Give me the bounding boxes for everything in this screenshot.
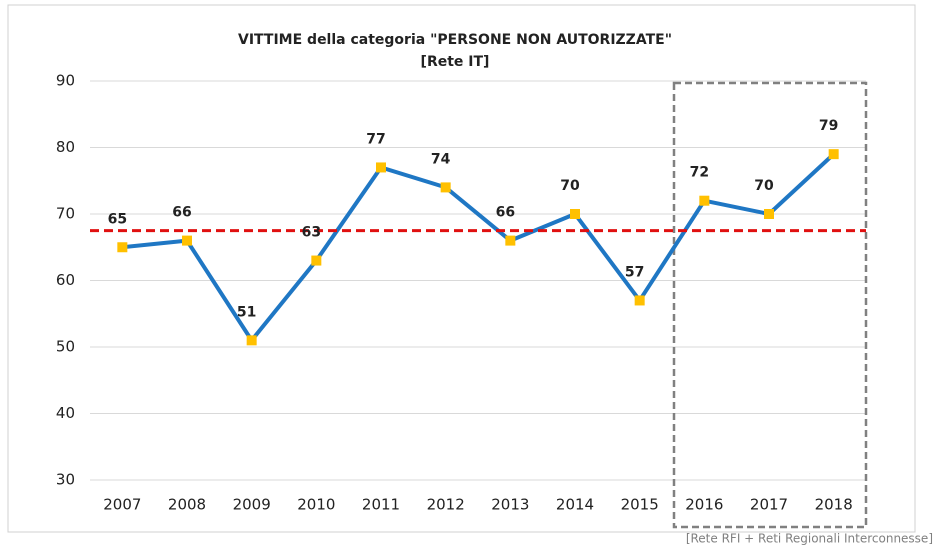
data-label: 79 xyxy=(819,118,838,134)
marker xyxy=(182,235,192,246)
x-tick-label: 2015 xyxy=(621,496,659,514)
highlight-box xyxy=(672,81,868,529)
marker xyxy=(505,235,516,246)
marker xyxy=(828,149,839,160)
data-label: 66 xyxy=(496,205,515,221)
marker xyxy=(570,209,580,219)
x-tick-label: 2009 xyxy=(233,496,271,514)
annotation: [Rete RFI + Reti Regionali Interconnesse… xyxy=(686,532,933,546)
marker xyxy=(634,295,645,306)
x-tick-label: 2013 xyxy=(491,496,529,514)
chart-subtitle: [Rete IT] xyxy=(421,54,490,70)
data-label: 70 xyxy=(754,178,774,194)
data-label: 51 xyxy=(237,304,256,320)
x-tick-label: 2018 xyxy=(815,496,853,514)
marker xyxy=(117,242,128,253)
marker xyxy=(246,335,257,346)
marker xyxy=(699,195,710,206)
x-tick-label: 2016 xyxy=(685,496,723,514)
data-label: 65 xyxy=(108,211,127,227)
data-label: 66 xyxy=(172,205,191,221)
marker xyxy=(376,162,386,173)
data-label: 57 xyxy=(625,264,644,280)
chart-border xyxy=(7,4,916,533)
y-tick-label: 40 xyxy=(56,404,75,422)
x-tick-label: 2014 xyxy=(556,496,594,514)
y-tick-label: 70 xyxy=(56,205,75,223)
series-line xyxy=(122,152,836,343)
x-tick-label: 2017 xyxy=(750,496,788,514)
data-label: 72 xyxy=(690,165,709,181)
y-tick-label: 90 xyxy=(56,72,75,90)
marker xyxy=(311,255,322,266)
data-label: 63 xyxy=(302,225,321,241)
marker xyxy=(764,209,774,219)
marker xyxy=(440,182,451,193)
data-label: 74 xyxy=(431,151,451,167)
x-tick-label: 2010 xyxy=(297,496,335,514)
y-tick-label: 50 xyxy=(56,338,75,356)
data-label: 77 xyxy=(366,131,385,147)
y-tick-label: 60 xyxy=(56,271,75,289)
x-tick-label: 2007 xyxy=(103,496,141,514)
y-tick-label: 80 xyxy=(56,138,75,156)
y-tick-label: 30 xyxy=(56,471,75,489)
x-tick-label: 2012 xyxy=(427,496,465,514)
x-tick-label: 2011 xyxy=(362,496,400,514)
chart-title: VITTIME della categoria "PERSONE NON AUT… xyxy=(238,32,672,48)
data-label: 70 xyxy=(560,178,580,194)
x-tick-label: 2008 xyxy=(168,496,206,514)
